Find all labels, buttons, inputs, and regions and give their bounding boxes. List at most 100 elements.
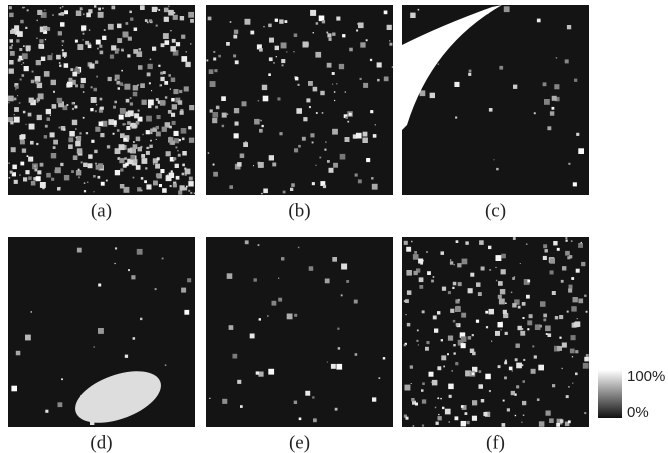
map-speckle: [344, 91, 346, 93]
map-speckle: [165, 175, 172, 182]
map-speckle: [363, 82, 369, 88]
map-speckle: [554, 84, 560, 90]
map-speckle: [416, 329, 419, 332]
map-speckle: [17, 95, 19, 97]
map-speckle: [169, 88, 171, 90]
map-speckle: [25, 123, 27, 126]
map-speckle: [72, 71, 78, 77]
map-speckle: [382, 357, 386, 360]
map-speckle: [472, 351, 476, 356]
map-speckle: [87, 163, 93, 169]
map-speckle: [327, 160, 330, 163]
map-speckle: [157, 100, 162, 104]
map-speckle: [554, 345, 560, 352]
map-speckle: [409, 365, 413, 369]
map-speckle: [9, 12, 14, 18]
map-speckle: [119, 184, 125, 189]
map-speckle: [87, 44, 92, 49]
map-speckle: [28, 176, 32, 180]
map-speckle: [485, 373, 491, 380]
map-speckle: [144, 19, 148, 22]
map-speckle: [221, 112, 227, 118]
map-speckle: [418, 277, 424, 283]
map-speckle: [124, 354, 129, 358]
map-speckle: [431, 379, 438, 386]
panel-label: (e): [289, 432, 310, 453]
map-speckle: [308, 266, 314, 271]
map-speckle: [11, 172, 16, 177]
map-speckle: [315, 22, 319, 25]
map-speckle: [112, 120, 117, 125]
map-speckle: [12, 164, 17, 170]
abundance-map: [402, 5, 589, 195]
map-speckle: [523, 279, 530, 285]
map-speckle: [233, 133, 239, 139]
map-speckle: [53, 139, 58, 145]
map-speckle: [311, 182, 315, 186]
map-speckle: [112, 132, 115, 135]
map-speckle: [328, 167, 334, 173]
map-speckle: [344, 137, 350, 142]
map-speckle: [278, 277, 280, 279]
map-speckle: [155, 131, 161, 137]
map-speckle: [448, 383, 454, 390]
map-speckle: [501, 321, 503, 323]
map-speckle: [171, 98, 175, 102]
map-speckle: [576, 132, 580, 136]
map-speckle: [556, 423, 560, 427]
map-speckle: [141, 158, 148, 164]
panel-label: (b): [288, 200, 310, 221]
panel-label: (f): [486, 432, 505, 453]
map-speckle: [136, 248, 143, 255]
map-speckle: [107, 23, 114, 30]
map-speckle: [357, 179, 362, 184]
map-speckle: [182, 163, 185, 167]
map-speckle: [233, 29, 239, 34]
map-speckle: [133, 141, 135, 143]
map-speckle: [76, 148, 83, 154]
map-speckle: [117, 87, 120, 90]
map-speckle: [100, 181, 105, 186]
map-speckle: [561, 342, 567, 348]
map-speckle: [226, 42, 230, 46]
map-speckle: [35, 80, 39, 84]
map-speckle: [274, 45, 279, 51]
map-speckle: [568, 284, 573, 289]
map-speckle: [257, 244, 260, 246]
map-speckle: [488, 245, 492, 250]
map-speckle: [67, 81, 73, 88]
map-speckle: [128, 269, 130, 272]
map-speckle: [460, 343, 466, 349]
map-speckle: [455, 240, 459, 243]
map-speckle: [22, 6, 24, 9]
map-speckle: [62, 52, 67, 57]
map-speckle: [39, 162, 44, 167]
map-speckle: [34, 165, 36, 168]
map-speckle: [476, 282, 481, 287]
map-speckle: [557, 346, 562, 351]
map-speckle: [102, 7, 104, 10]
map-speckle: [294, 313, 298, 317]
map-speckle: [467, 288, 473, 294]
map-speckle: [146, 72, 151, 77]
map-speckle: [179, 185, 185, 191]
map-speckle: [145, 150, 150, 155]
map-speckle: [132, 91, 138, 97]
map-speckle: [404, 342, 407, 346]
map-speckle: [114, 148, 121, 154]
map-speckle: [334, 407, 338, 411]
map-speckle: [522, 414, 525, 416]
map-speckle: [99, 97, 103, 101]
map-speckle: [515, 343, 520, 348]
map-speckle: [164, 96, 168, 99]
map-speckle: [99, 50, 104, 55]
map-speckle: [150, 131, 153, 135]
map-speckle: [341, 263, 348, 270]
map-speckle: [164, 81, 169, 85]
map-speckle: [113, 105, 116, 109]
map-speckle: [568, 162, 571, 165]
map-speckle: [438, 413, 440, 416]
map-speckle: [79, 132, 82, 135]
map-speckle: [258, 371, 264, 377]
map-speckle: [146, 21, 149, 24]
